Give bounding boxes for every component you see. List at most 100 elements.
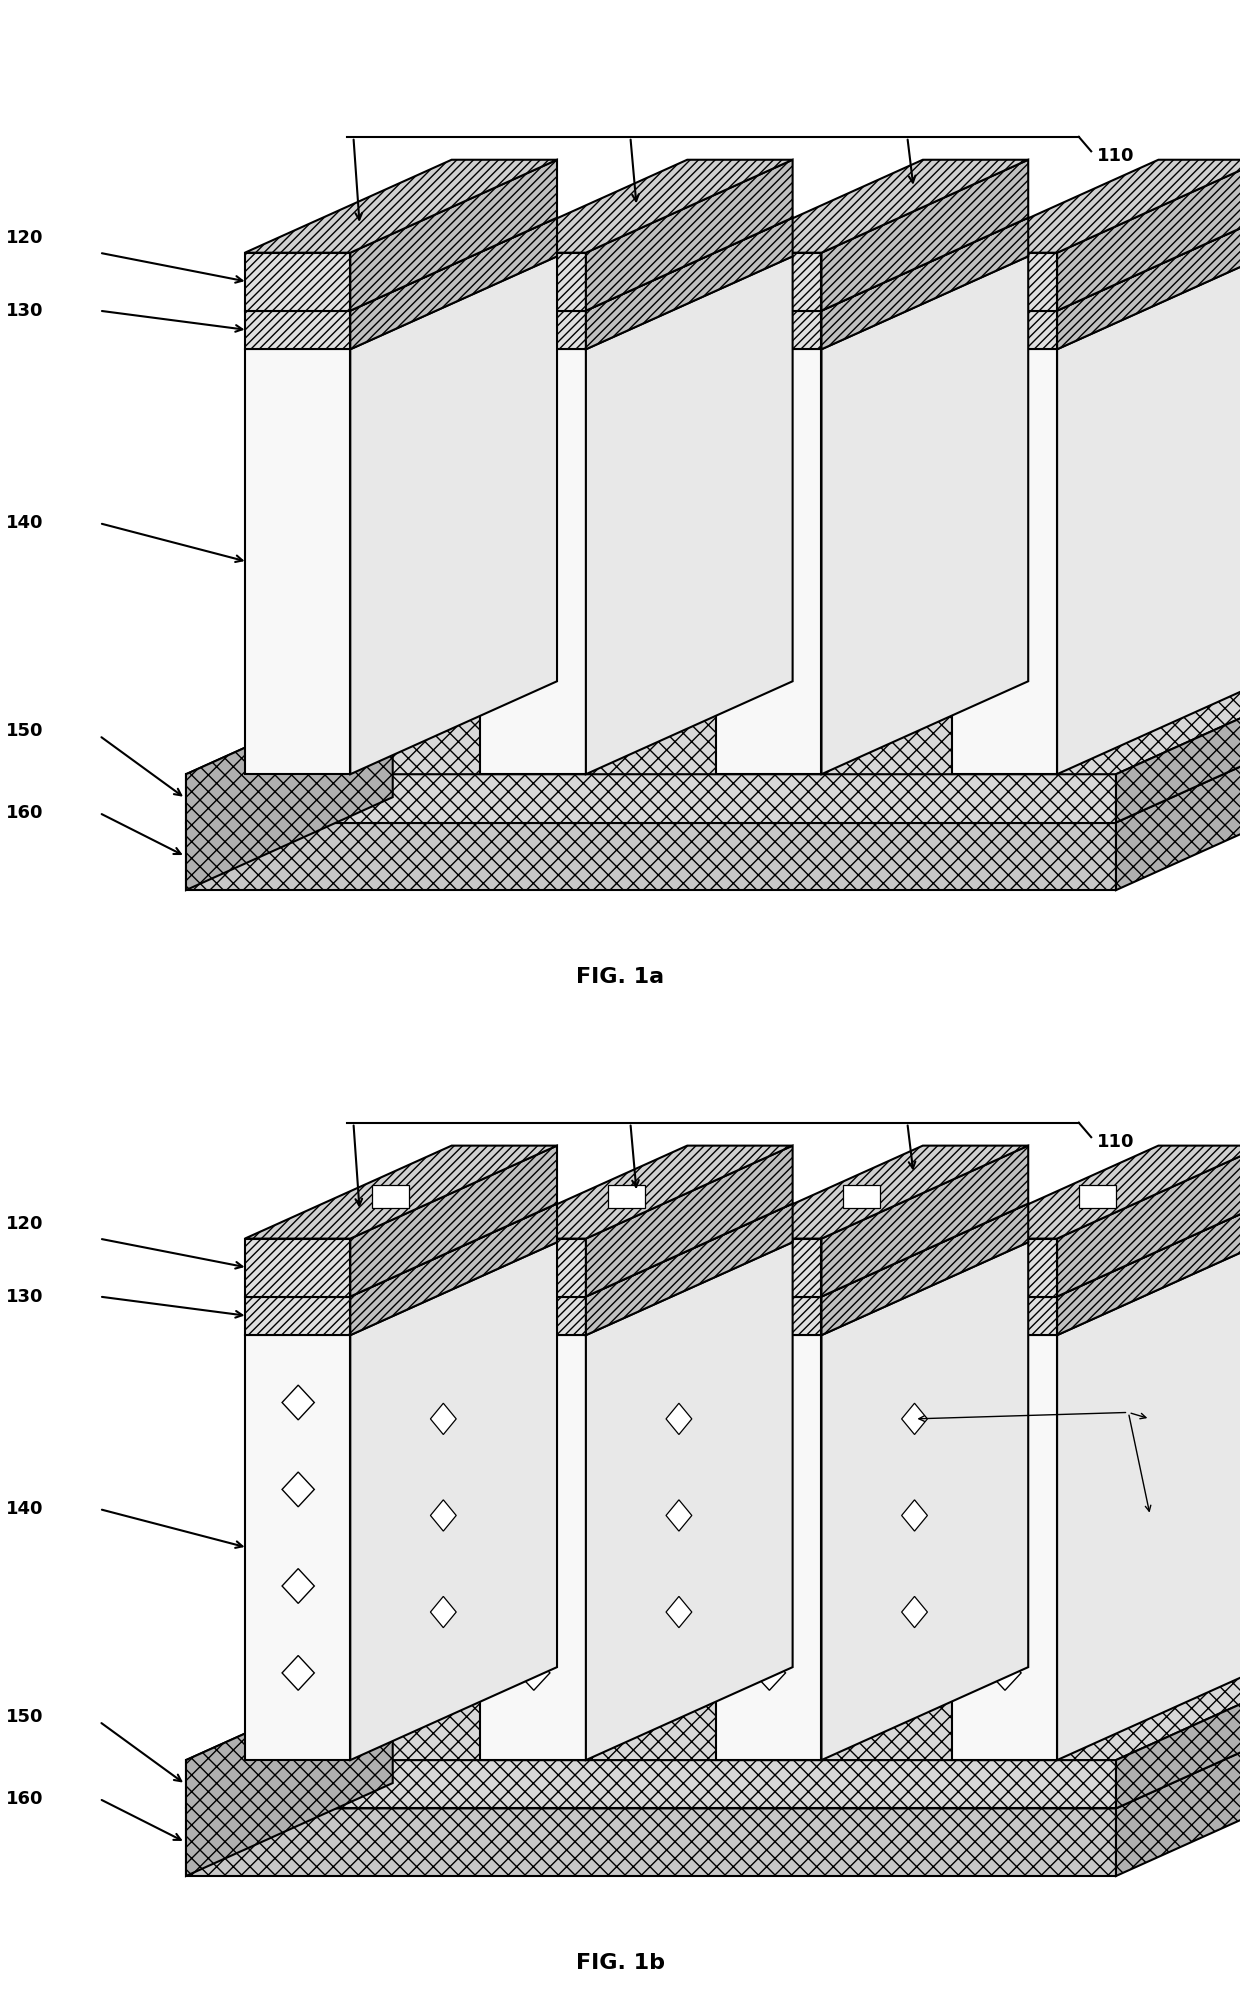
- Polygon shape: [585, 159, 792, 310]
- Polygon shape: [350, 256, 557, 775]
- Text: 120: 120: [6, 1215, 43, 1233]
- Polygon shape: [715, 310, 821, 350]
- Polygon shape: [1056, 217, 1240, 350]
- Polygon shape: [715, 217, 1028, 310]
- Polygon shape: [186, 682, 393, 889]
- Polygon shape: [186, 1668, 1240, 1760]
- Polygon shape: [244, 350, 350, 775]
- Polygon shape: [244, 1145, 557, 1239]
- Polygon shape: [715, 159, 1028, 254]
- Text: 160: 160: [6, 805, 43, 821]
- Polygon shape: [821, 256, 1028, 775]
- Polygon shape: [1056, 159, 1240, 310]
- Polygon shape: [186, 682, 1240, 775]
- Polygon shape: [715, 254, 821, 310]
- Polygon shape: [585, 256, 792, 775]
- Polygon shape: [480, 1239, 585, 1296]
- Polygon shape: [281, 1384, 314, 1420]
- Polygon shape: [1056, 1145, 1240, 1296]
- Polygon shape: [951, 350, 1056, 775]
- Polygon shape: [1056, 1241, 1240, 1760]
- Polygon shape: [480, 1296, 585, 1336]
- Polygon shape: [430, 1596, 456, 1628]
- Polygon shape: [715, 350, 821, 775]
- Polygon shape: [186, 1716, 1240, 1809]
- Polygon shape: [951, 1203, 1240, 1296]
- Polygon shape: [901, 1499, 928, 1531]
- Polygon shape: [951, 217, 1240, 310]
- Polygon shape: [753, 1384, 785, 1420]
- Text: 130: 130: [6, 302, 43, 320]
- Polygon shape: [244, 159, 557, 254]
- Text: 140: 140: [6, 515, 43, 531]
- Text: 160: 160: [6, 1791, 43, 1807]
- Polygon shape: [480, 310, 585, 350]
- Polygon shape: [281, 1569, 314, 1604]
- Polygon shape: [517, 1656, 549, 1690]
- Polygon shape: [517, 1569, 549, 1604]
- Polygon shape: [1116, 730, 1240, 889]
- Polygon shape: [480, 217, 792, 310]
- Polygon shape: [585, 1203, 792, 1336]
- Polygon shape: [480, 159, 792, 254]
- Polygon shape: [430, 1499, 456, 1531]
- Polygon shape: [350, 1241, 557, 1760]
- Text: 110: 110: [1097, 147, 1135, 165]
- Text: 130: 130: [6, 1288, 43, 1306]
- Polygon shape: [186, 823, 1116, 889]
- Polygon shape: [244, 1203, 557, 1296]
- Polygon shape: [753, 1473, 785, 1507]
- Text: 120: 120: [6, 229, 43, 247]
- Polygon shape: [480, 350, 585, 775]
- Polygon shape: [430, 1402, 456, 1435]
- Polygon shape: [1056, 1203, 1240, 1336]
- Polygon shape: [988, 1656, 1021, 1690]
- Polygon shape: [666, 1499, 692, 1531]
- Polygon shape: [753, 1569, 785, 1604]
- Text: 170: 170: [1141, 1404, 1178, 1420]
- Polygon shape: [244, 254, 350, 310]
- Polygon shape: [517, 1473, 549, 1507]
- Polygon shape: [901, 1402, 928, 1435]
- Polygon shape: [244, 1239, 350, 1296]
- Polygon shape: [186, 775, 1116, 823]
- Polygon shape: [608, 1185, 645, 1209]
- Polygon shape: [186, 1668, 393, 1875]
- Polygon shape: [186, 1760, 1116, 1809]
- Polygon shape: [281, 1473, 314, 1507]
- Polygon shape: [517, 1384, 549, 1420]
- Text: 150: 150: [6, 722, 43, 740]
- Polygon shape: [715, 1336, 821, 1760]
- Polygon shape: [372, 1185, 409, 1209]
- Polygon shape: [821, 217, 1028, 350]
- Polygon shape: [585, 1241, 792, 1760]
- Polygon shape: [988, 1384, 1021, 1420]
- Polygon shape: [480, 1336, 585, 1760]
- Text: FIG. 1b: FIG. 1b: [575, 1954, 665, 1974]
- Polygon shape: [821, 1241, 1028, 1760]
- Polygon shape: [951, 1239, 1056, 1296]
- Text: FIG. 1a: FIG. 1a: [575, 968, 665, 988]
- Polygon shape: [843, 1185, 880, 1209]
- Polygon shape: [951, 1296, 1056, 1336]
- Text: 140: 140: [6, 1501, 43, 1517]
- Polygon shape: [244, 1296, 350, 1336]
- Polygon shape: [585, 1145, 792, 1296]
- Polygon shape: [244, 1336, 350, 1760]
- Polygon shape: [480, 1203, 792, 1296]
- Polygon shape: [821, 1203, 1028, 1336]
- Text: 150: 150: [6, 1708, 43, 1726]
- Polygon shape: [244, 310, 350, 350]
- Polygon shape: [350, 159, 557, 310]
- Polygon shape: [350, 217, 557, 350]
- Polygon shape: [715, 1296, 821, 1336]
- Polygon shape: [480, 254, 585, 310]
- Polygon shape: [715, 1145, 1028, 1239]
- Polygon shape: [480, 1145, 792, 1239]
- Polygon shape: [988, 1473, 1021, 1507]
- Polygon shape: [951, 1336, 1056, 1760]
- Polygon shape: [715, 1203, 1028, 1296]
- Polygon shape: [951, 254, 1056, 310]
- Polygon shape: [244, 217, 557, 310]
- Polygon shape: [951, 310, 1056, 350]
